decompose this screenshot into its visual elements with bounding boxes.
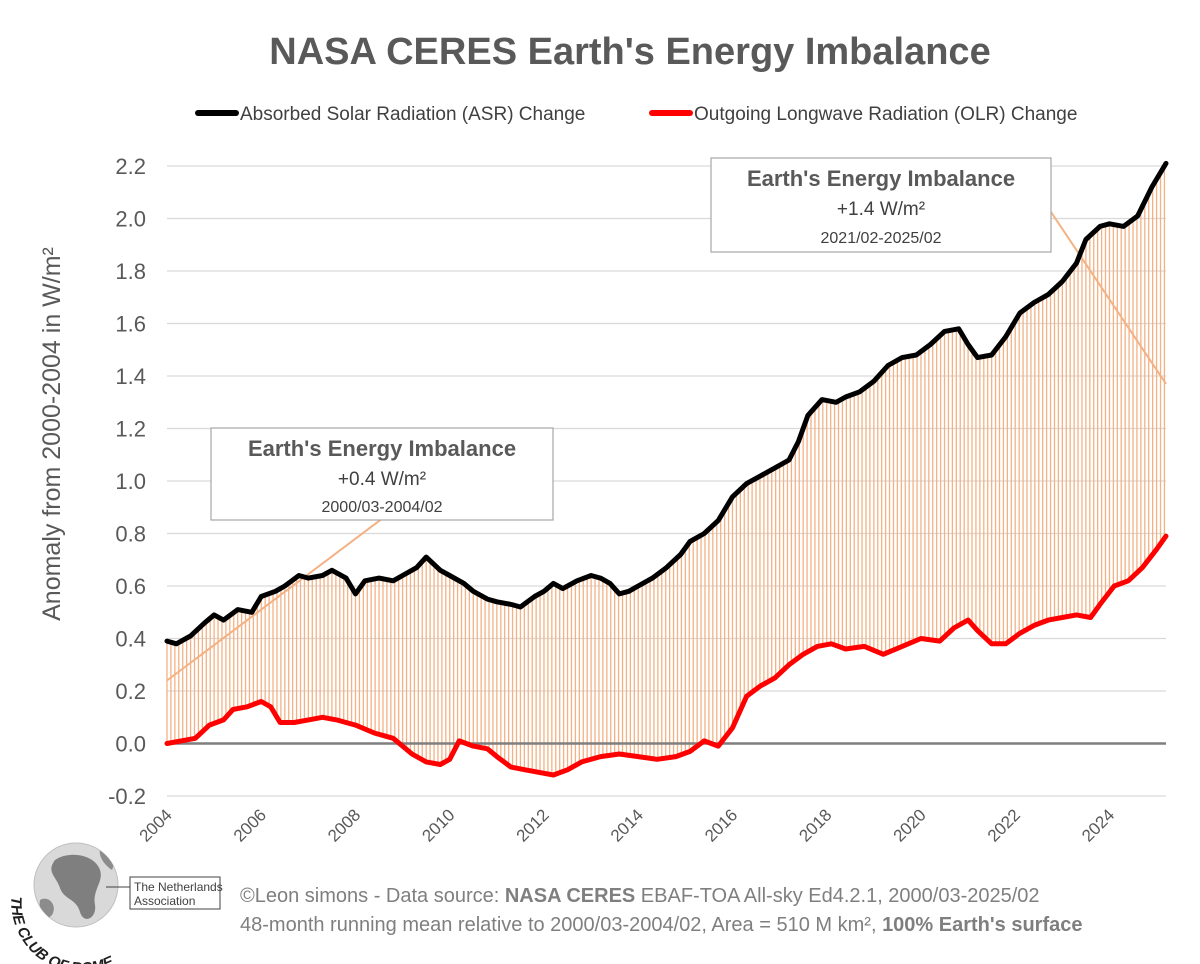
y-tick-label: 1.2 — [115, 417, 146, 442]
series-lines — [164, 160, 1169, 778]
annotation-early-connector — [166, 508, 396, 682]
x-tick-label: 2022 — [984, 805, 1024, 845]
imbalance-fill — [166, 166, 1166, 775]
x-tick-label: 2018 — [795, 805, 835, 845]
x-tick-label: 2006 — [230, 805, 270, 845]
x-tick-label: 2020 — [890, 805, 930, 845]
y-axis-label: Anomaly from 2000-2004 in W/m² — [38, 247, 66, 621]
x-tick-label: 2008 — [324, 805, 364, 845]
footer-line2: 48-month running mean relative to 2000/0… — [240, 914, 1082, 936]
club-of-rome-logo: The Netherlands Association THE CLUB OF … — [7, 842, 223, 964]
y-tick-label: 2.2 — [115, 154, 146, 179]
annotation-recent-box — [710, 157, 1052, 253]
annotation-recent: Earth's Energy Imbalance +1.4 W/m² 2021/… — [710, 157, 1052, 253]
y-tick-label: 0.4 — [115, 627, 146, 652]
annotation-early: Earth's Energy Imbalance +0.4 W/m² 2000/… — [210, 427, 554, 521]
y-tick-label: 1.6 — [115, 312, 146, 337]
logo-org-line1: The Netherlands — [134, 880, 223, 894]
legend-label-olr: Outgoing Longwave Radiation (OLR) Change — [694, 104, 1077, 125]
annotation-early-period: 2000/03-2004/02 — [322, 499, 443, 516]
chart-title: NASA CERES Earth's Energy Imbalance — [269, 31, 990, 73]
x-tick-label: 2024 — [1078, 805, 1118, 845]
asr-series-line — [164, 160, 1169, 647]
globe-continents — [39, 848, 114, 919]
y-tick-label: 1.4 — [115, 364, 146, 389]
y-tick-label: 1.0 — [115, 469, 146, 494]
logo-org-box — [129, 876, 221, 910]
annotation-connectors — [166, 211, 1167, 682]
olr-series-line — [164, 533, 1169, 778]
y-tick-label: -0.2 — [108, 784, 146, 809]
y-tick-label: 1.8 — [115, 259, 146, 284]
legend: Absorbed Solar Radiation (ASR) Change Ou… — [195, 104, 1077, 125]
x-tick-label: 2010 — [418, 805, 458, 845]
annotation-early-value: +0.4 W/m² — [338, 469, 426, 490]
annotation-recent-value: +1.4 W/m² — [837, 199, 925, 220]
y-tick-label: 0.8 — [115, 522, 146, 547]
annotation-early-box — [210, 427, 554, 521]
y-tick-label: 2.0 — [115, 207, 146, 232]
logo-org-line2: Association — [134, 894, 195, 908]
legend-label-asr: Absorbed Solar Radiation (ASR) Change — [240, 104, 585, 125]
annotation-recent-title: Earth's Energy Imbalance — [747, 166, 1015, 191]
x-axis-ticks: 2004 2006 2008 2010 2012 2014 2016 2018 2020 2022… — [136, 805, 1119, 845]
x-tick-label: 2014 — [607, 805, 647, 845]
x-tick-label: 2012 — [513, 805, 553, 845]
y-tick-label: 0.0 — [115, 732, 146, 757]
x-tick-label: 2016 — [701, 805, 741, 845]
annotation-recent-period: 2021/02-2025/02 — [821, 230, 942, 247]
y-axis-ticks: -0.2 0.0 0.2 0.4 0.6 0.8 1.0 1.2 1.4 1.6 1.8 2.0 2.2 — [108, 154, 146, 809]
footer-line1: ©Leon simons - Data source: NASA CERES E… — [240, 885, 1040, 907]
annotation-recent-connector — [1050, 211, 1167, 385]
y-tick-label: 0.6 — [115, 574, 146, 599]
y-tick-label: 0.2 — [115, 679, 146, 704]
annotation-early-title: Earth's Energy Imbalance — [248, 436, 516, 461]
x-tick-label: 2004 — [136, 805, 176, 845]
